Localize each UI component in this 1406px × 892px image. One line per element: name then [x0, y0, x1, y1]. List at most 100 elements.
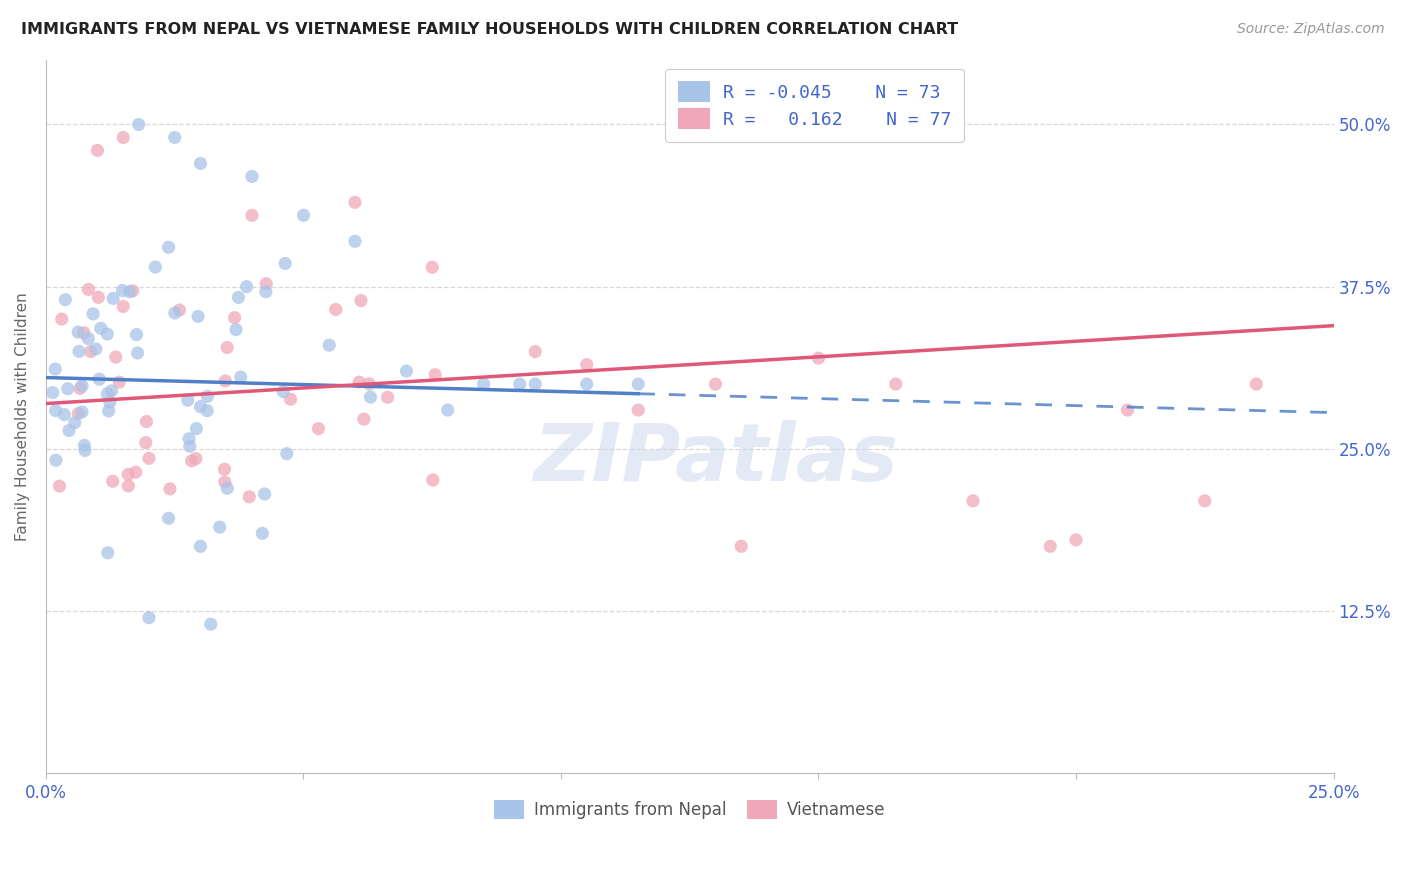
Point	[509, 377, 531, 392]
Point	[343, 235, 366, 249]
Text: Source: ZipAtlas.com: Source: ZipAtlas.com	[1237, 22, 1385, 37]
Point	[73, 326, 96, 340]
Point	[184, 451, 207, 466]
Point	[169, 303, 191, 318]
Point	[112, 130, 135, 145]
Point	[163, 130, 186, 145]
Point	[229, 370, 252, 384]
Point	[423, 368, 446, 382]
Point	[180, 454, 202, 468]
Point	[177, 393, 200, 408]
Point	[353, 412, 375, 426]
Point	[73, 443, 96, 458]
Point	[69, 381, 91, 395]
Point	[121, 284, 143, 298]
Point	[276, 447, 298, 461]
Point	[67, 407, 90, 421]
Point	[100, 384, 122, 398]
Point	[125, 327, 148, 342]
Point	[70, 405, 93, 419]
Point	[135, 435, 157, 450]
Point	[96, 326, 118, 341]
Point	[117, 479, 139, 493]
Point	[217, 341, 239, 355]
Point	[87, 290, 110, 304]
Point	[157, 240, 180, 254]
Point	[350, 293, 373, 308]
Point	[111, 284, 134, 298]
Point	[253, 487, 276, 501]
Point	[127, 346, 149, 360]
Point	[138, 451, 160, 466]
Point	[63, 416, 86, 430]
Point	[1246, 377, 1268, 392]
Point	[45, 453, 67, 467]
Point	[238, 490, 260, 504]
Point	[82, 307, 104, 321]
Point	[200, 617, 222, 632]
Point	[1039, 539, 1062, 553]
Point	[125, 465, 148, 479]
Point	[884, 377, 907, 392]
Point	[217, 481, 239, 495]
Point	[807, 351, 830, 365]
Point	[104, 350, 127, 364]
Point	[252, 526, 274, 541]
Point	[118, 285, 141, 299]
Point	[143, 260, 166, 274]
Point	[45, 403, 67, 417]
Point	[80, 344, 103, 359]
Point	[138, 610, 160, 624]
Point	[704, 377, 727, 392]
Point	[524, 344, 547, 359]
Point	[128, 118, 150, 132]
Point	[159, 482, 181, 496]
Point	[187, 310, 209, 324]
Point	[41, 385, 63, 400]
Point	[307, 421, 329, 435]
Point	[195, 403, 218, 417]
Point	[53, 293, 76, 307]
Point	[1116, 403, 1139, 417]
Point	[472, 377, 495, 392]
Point	[77, 332, 100, 346]
Point	[225, 322, 247, 336]
Point	[97, 404, 120, 418]
Point	[56, 382, 79, 396]
Point	[67, 344, 90, 359]
Point	[280, 392, 302, 407]
Point	[208, 520, 231, 534]
Point	[347, 375, 370, 389]
Point	[97, 546, 120, 560]
Point	[53, 408, 76, 422]
Point	[395, 364, 418, 378]
Point	[190, 400, 212, 414]
Text: IMMIGRANTS FROM NEPAL VS VIETNAMESE FAMILY HOUSEHOLDS WITH CHILDREN CORRELATION : IMMIGRANTS FROM NEPAL VS VIETNAMESE FAMI…	[21, 22, 959, 37]
Point	[274, 256, 297, 270]
Point	[422, 473, 444, 487]
Point	[186, 421, 208, 435]
Point	[357, 376, 380, 391]
Point	[1064, 533, 1087, 547]
Point	[524, 377, 547, 392]
Point	[177, 432, 200, 446]
Point	[108, 375, 131, 389]
Point	[240, 208, 263, 222]
Point	[325, 302, 347, 317]
Point	[343, 195, 366, 210]
Point	[197, 389, 219, 403]
Point	[163, 306, 186, 320]
Point	[48, 479, 70, 493]
Point	[135, 415, 157, 429]
Point	[98, 395, 121, 409]
Point	[240, 169, 263, 184]
Point	[190, 156, 212, 170]
Point	[575, 377, 598, 392]
Point	[318, 338, 340, 352]
Point	[44, 362, 66, 376]
Point	[214, 374, 236, 388]
Point	[575, 358, 598, 372]
Point	[436, 403, 458, 417]
Point	[254, 277, 277, 291]
Point	[77, 283, 100, 297]
